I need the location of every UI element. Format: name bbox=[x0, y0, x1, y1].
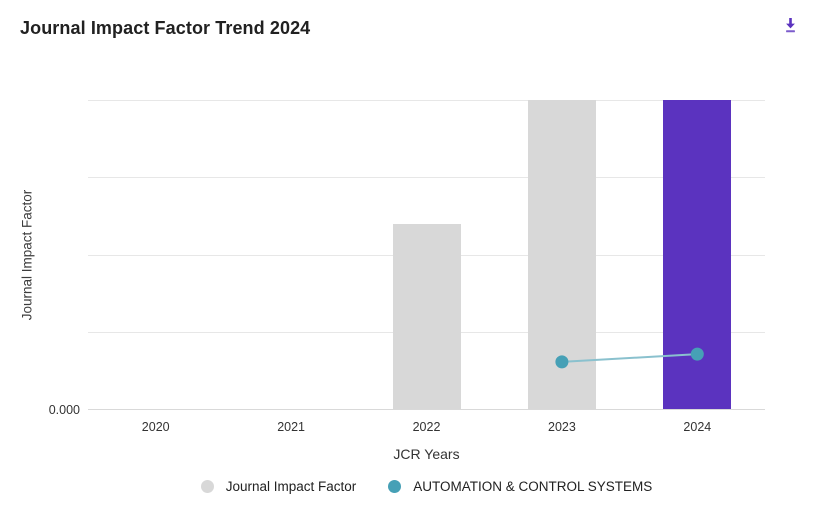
bar-2022[interactable] bbox=[392, 223, 461, 409]
legend-item-jif[interactable]: Journal Impact Factor bbox=[200, 479, 357, 494]
legend-marker-category bbox=[388, 480, 402, 493]
gridline bbox=[88, 177, 765, 179]
legend-marker-jif bbox=[200, 480, 214, 493]
y-tick-label-0: 0.000 bbox=[48, 403, 80, 417]
gridline bbox=[88, 100, 765, 101]
legend-label-category: AUTOMATION & CONTROL SYSTEMS bbox=[413, 479, 653, 494]
x-tick-label-2022: 2022 bbox=[412, 420, 441, 434]
plot-area bbox=[88, 100, 765, 410]
x-tick-label-2023: 2023 bbox=[548, 420, 576, 434]
x-axis-title: JCR Years bbox=[393, 446, 460, 462]
x-tick-label-2020: 2020 bbox=[141, 420, 170, 434]
legend-item-category[interactable]: AUTOMATION & CONTROL SYSTEMS bbox=[388, 479, 652, 494]
legend-label-jif: Journal Impact Factor bbox=[225, 479, 357, 494]
page-title: Journal Impact Factor Trend 2024 bbox=[20, 18, 311, 38]
category-line-overlay bbox=[555, 347, 704, 369]
download-button[interactable] bbox=[779, 14, 801, 36]
x-tick-label-2024: 2024 bbox=[683, 420, 712, 434]
line-point-2023[interactable] bbox=[555, 355, 569, 369]
line-point-2024[interactable] bbox=[690, 347, 704, 361]
legend: Journal Impact Factor AUTOMATION & CONTR… bbox=[88, 479, 765, 494]
category-line bbox=[561, 353, 698, 363]
download-icon bbox=[785, 17, 795, 32]
y-axis-title: Journal Impact Factor bbox=[19, 189, 35, 321]
x-tick-label-2021: 2021 bbox=[277, 420, 306, 434]
x-axis-labels: 2020 2021 2022 2023 2024 bbox=[88, 420, 765, 434]
